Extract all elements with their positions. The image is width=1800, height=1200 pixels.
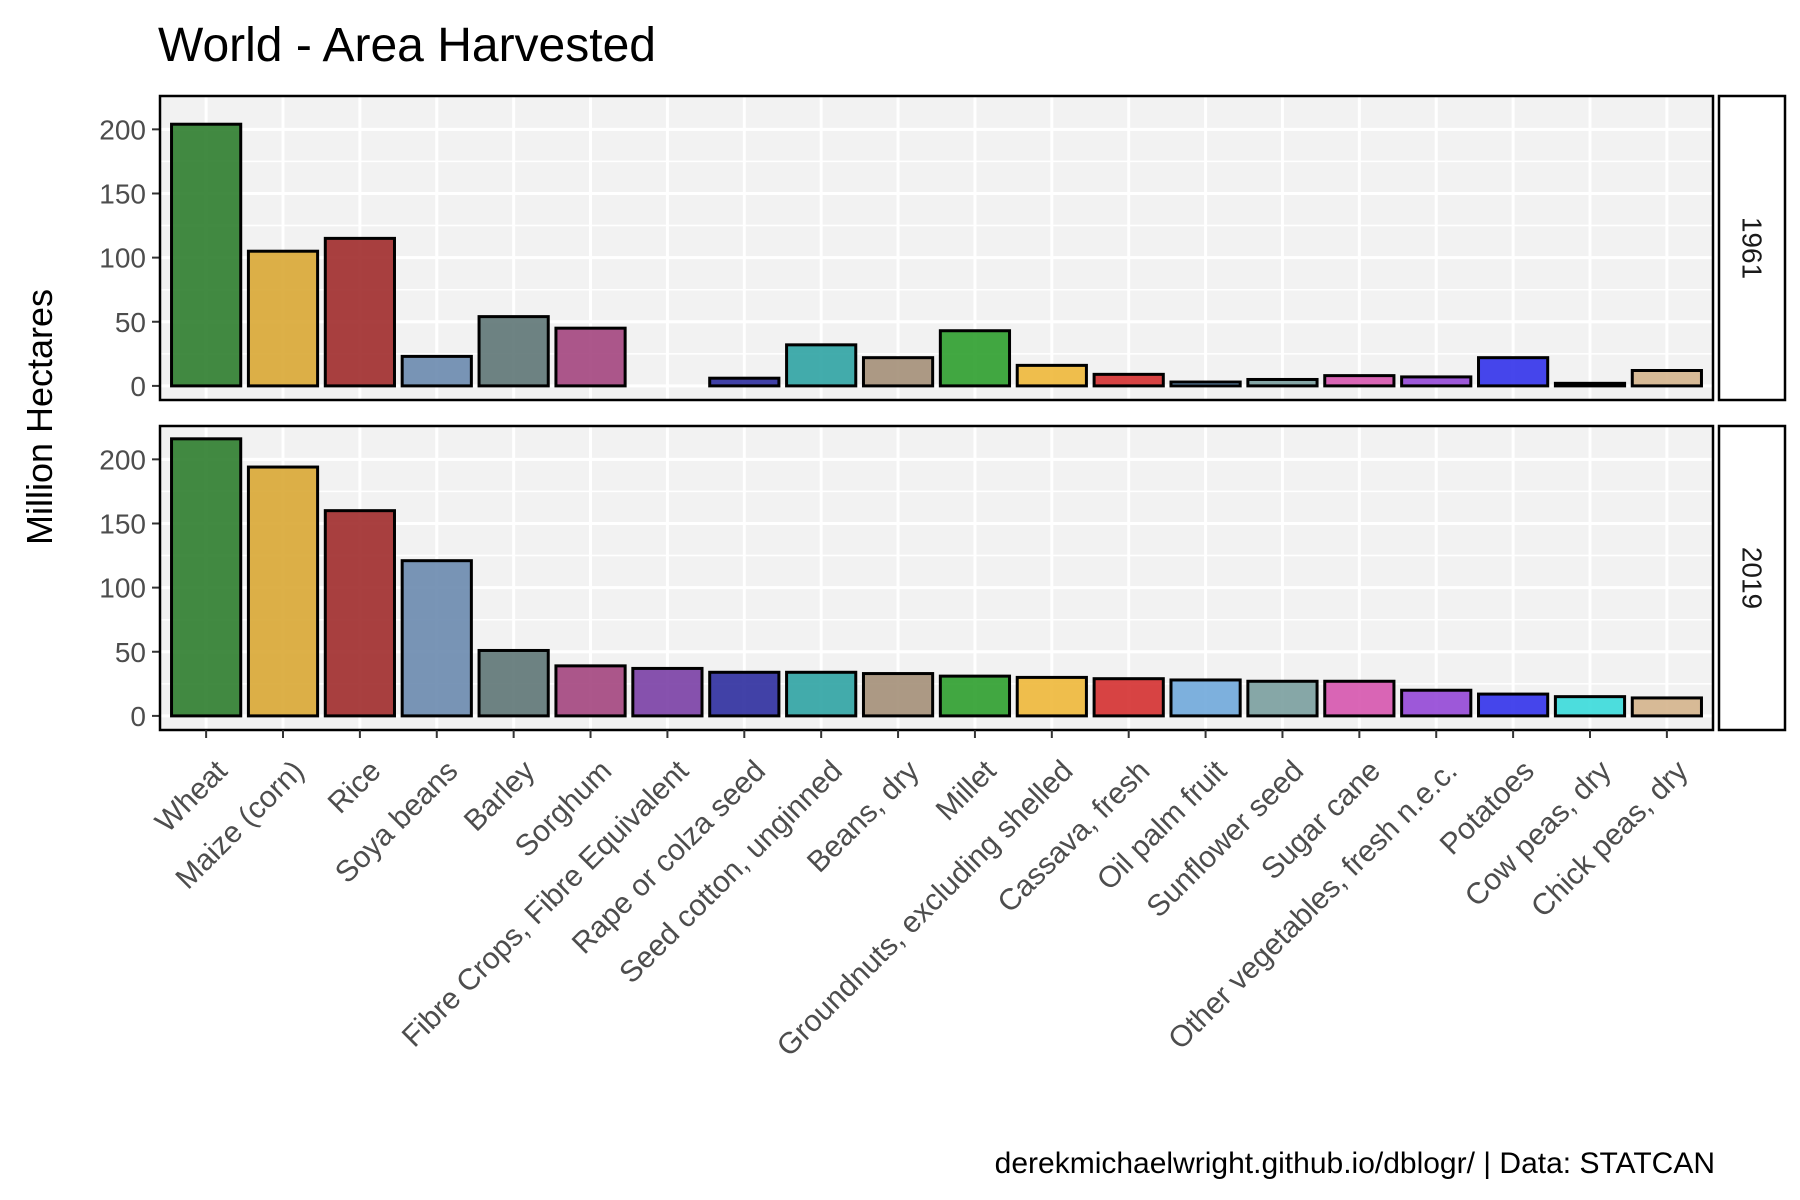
bar-1961-cow-peas-dry: [1553, 381, 1627, 388]
bar-2019-other-vegetables-fresh-n-e-c: [1400, 688, 1473, 718]
bar-1961-beans-dry: [861, 356, 935, 388]
bar-2019-chick-peas-dry: [1630, 696, 1703, 718]
chart-title: World - Area Harvested: [158, 19, 656, 72]
bar-1961-millet: [938, 329, 1012, 388]
bar-2019-seed-cotton-unginned: [785, 670, 858, 718]
facet-label: 2019: [1737, 547, 1768, 609]
bar-1961-wheat: [170, 122, 243, 388]
panel-1961: 0 50 100 150 200 1961: [99, 94, 1787, 402]
facet-label: 1961: [1737, 217, 1768, 279]
y-tick-label: 150: [99, 178, 146, 209]
y-tick-label: 50: [115, 637, 146, 668]
facet-strip: [1717, 94, 1787, 402]
panel-border: [158, 94, 1715, 402]
y-tick-label: 0: [130, 371, 146, 402]
y-tick-label: 200: [99, 114, 146, 145]
y-tick-label: 100: [99, 243, 146, 274]
y-tick-label: 100: [99, 573, 146, 604]
bar-1961-other-vegetables-fresh-n-e-c: [1400, 375, 1473, 388]
bar-2019-cow-peas-dry: [1553, 695, 1627, 718]
bar-2019-millet: [938, 674, 1012, 718]
bar-2019-oil-palm-fruit: [1169, 678, 1242, 718]
caption: derekmichaelwright.github.io/dblogr/ | D…: [995, 1147, 1715, 1180]
bar-2019-maize-corn: [246, 465, 320, 718]
panel-background: [160, 96, 1713, 400]
bar-2019-sorghum: [554, 664, 627, 718]
y-tick-label: 50: [115, 307, 146, 338]
facet-strip: [1717, 424, 1787, 732]
bar-1961-soya-beans: [400, 354, 473, 388]
bar-1961-sugar-cane: [1323, 374, 1396, 388]
bar-2019-cassava-fresh: [1092, 677, 1165, 718]
bar-2019-sugar-cane: [1323, 679, 1396, 718]
panel-border: [158, 424, 1715, 732]
bar-1961-barley: [477, 315, 550, 388]
y-tick-label: 200: [99, 444, 146, 475]
bar-2019-wheat: [170, 437, 243, 718]
bar-2019-rice: [323, 509, 396, 718]
bar-2019-barley: [477, 648, 550, 718]
bar-2019-groundnuts-excluding-shelled: [1015, 675, 1088, 718]
bar-1961-sunflower-seed: [1246, 377, 1319, 388]
y-tick-label: 150: [99, 508, 146, 539]
bar-1961-groundnuts-excluding-shelled: [1015, 363, 1088, 388]
x-tick-label: Millet: [930, 754, 1003, 827]
bar-2019-potatoes: [1477, 692, 1550, 718]
bar-1961-seed-cotton-unginned: [785, 343, 858, 388]
bar-1961-oil-palm-fruit: [1169, 380, 1242, 388]
facet-panels: 0 50 100 150 200 1961 0 50 100 150 200 2019: [99, 94, 1787, 732]
bar-1961-sorghum: [554, 326, 627, 388]
x-tick-label: Rice: [322, 754, 388, 820]
bar-2019-fibre-crops-fibre-equivalent: [631, 666, 704, 718]
y-axis-title: Million Hectares: [19, 289, 60, 545]
bar-1961-chick-peas-dry: [1630, 368, 1703, 388]
bar-1961-potatoes: [1477, 356, 1550, 388]
bar-2019-soya-beans: [400, 559, 473, 718]
bar-1961-rape-or-colza-seed: [708, 376, 781, 388]
y-tick-label: 0: [130, 701, 146, 732]
bar-1961-rice: [323, 236, 396, 388]
bar-2019-rape-or-colza-seed: [708, 670, 781, 718]
bar-1961-maize-corn: [246, 249, 320, 388]
bar-2019-sunflower-seed: [1246, 679, 1319, 718]
panel-2019: 0 50 100 150 200 2019: [99, 424, 1787, 732]
bar-1961-cassava-fresh: [1092, 372, 1165, 388]
bar-2019-beans-dry: [861, 672, 935, 718]
